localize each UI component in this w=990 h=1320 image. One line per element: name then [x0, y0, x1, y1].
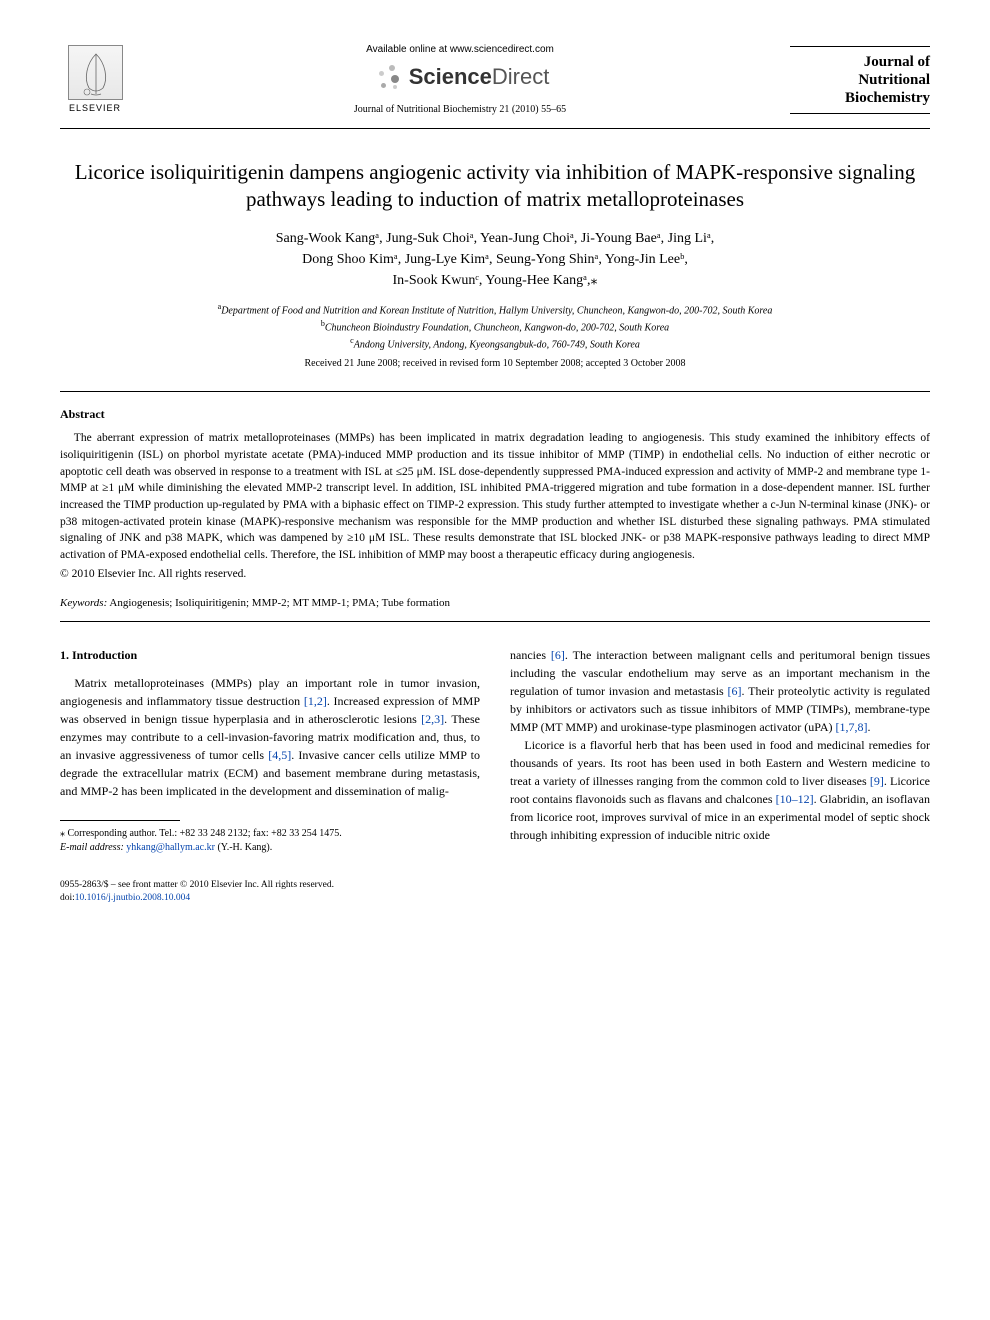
sciencedirect-block: Available online at www.sciencedirect.co… — [130, 43, 790, 117]
sciencedirect-logo: ScienceDirect — [130, 61, 790, 93]
header-row: ELSEVIER Available online at www.science… — [60, 40, 930, 120]
affiliation-b: Chuncheon Bioindustry Foundation, Chunch… — [325, 322, 669, 333]
journal-citation: Journal of Nutritional Biochemistry 21 (… — [130, 103, 790, 117]
authors-line3: In-Sook Kwunᶜ, Young-Hee Kangᵃ,⁎ — [393, 273, 598, 288]
ref-link[interactable]: [6] — [551, 648, 565, 662]
elsevier-tree-icon — [68, 45, 123, 100]
title-section: Licorice isoliquiritigenin dampens angio… — [60, 128, 930, 371]
affiliation-c: Andong University, Andong, Kyeongsangbuk… — [354, 340, 640, 351]
affiliation-a: Department of Food and Nutrition and Kor… — [221, 305, 772, 316]
affiliations: aDepartment of Food and Nutrition and Ko… — [60, 301, 930, 353]
intro-para1: Matrix metalloproteinases (MMPs) play an… — [60, 674, 480, 800]
doi-link[interactable]: 10.1016/j.jnutbio.2008.10.004 — [75, 893, 190, 903]
journal-title-box: Journal of Nutritional Biochemistry — [790, 46, 930, 114]
ref-link[interactable]: [1,2] — [304, 694, 327, 708]
keywords-label: Keywords: — [60, 597, 107, 609]
journal-title-line2: Nutritional — [790, 71, 930, 89]
rule-below-keywords — [60, 621, 930, 622]
journal-title-line3: Biochemistry — [790, 89, 930, 107]
abstract-copyright: © 2010 Elsevier Inc. All rights reserved… — [60, 566, 930, 582]
rule-above-abstract — [60, 391, 930, 392]
issn-text: 0955-2863/$ – see front matter © 2010 El… — [60, 880, 334, 890]
corresponding-footnote: ⁎ Corresponding author. Tel.: +82 33 248… — [60, 827, 480, 855]
ref-link[interactable]: [1,7,8] — [836, 720, 868, 734]
authors-line2: Dong Shoo Kimᵃ, Jung-Lye Kimᵃ, Seung-Yon… — [302, 252, 688, 267]
email-suffix: (Y.-H. Kang). — [217, 842, 272, 853]
email-label: E-mail address: — [60, 842, 124, 853]
abstract-body: The aberrant expression of matrix metall… — [60, 430, 930, 563]
ref-link[interactable]: [4,5] — [268, 748, 291, 762]
ref-link[interactable]: [10–12] — [776, 792, 814, 806]
elsevier-logo: ELSEVIER — [60, 40, 130, 120]
left-column: 1. Introduction Matrix metalloproteinase… — [60, 646, 480, 904]
sciencedirect-wordmark: ScienceDirect — [409, 62, 550, 93]
journal-title-line1: Journal of — [790, 53, 930, 71]
right-column: nancies [6]. The interaction between mal… — [510, 646, 930, 904]
intro-para2: Licorice is a flavorful herb that has be… — [510, 736, 930, 844]
keywords: Keywords: Angiogenesis; Isoliquiritigeni… — [60, 596, 930, 611]
footer-line: 0955-2863/$ – see front matter © 2010 El… — [60, 879, 480, 904]
email-link[interactable]: yhkang@hallym.ac.kr — [126, 842, 215, 853]
ref-link[interactable]: [6] — [728, 684, 742, 698]
intro-para1-continued: nancies [6]. The interaction between mal… — [510, 646, 930, 736]
ref-link[interactable]: [2,3] — [421, 712, 444, 726]
body-columns: 1. Introduction Matrix metalloproteinase… — [60, 646, 930, 904]
introduction-heading: 1. Introduction — [60, 646, 480, 664]
keywords-text: Angiogenesis; Isoliquiritigenin; MMP-2; … — [109, 597, 450, 609]
abstract-heading: Abstract — [60, 406, 930, 423]
sciencedirect-dots-icon — [371, 61, 403, 93]
authors-line1: Sang-Wook Kangᵃ, Jung-Suk Choiᵃ, Yean-Ju… — [276, 231, 715, 246]
ref-link[interactable]: [9] — [870, 774, 884, 788]
authors: Sang-Wook Kangᵃ, Jung-Suk Choiᵃ, Yean-Ju… — [60, 228, 930, 291]
article-title: Licorice isoliquiritigenin dampens angio… — [60, 159, 930, 214]
received-dates: Received 21 June 2008; received in revis… — [60, 357, 930, 371]
corresponding-text: ⁎ Corresponding author. Tel.: +82 33 248… — [60, 828, 342, 839]
doi-prefix: doi: — [60, 893, 75, 903]
available-online-text: Available online at www.sciencedirect.co… — [130, 43, 790, 57]
publisher-name: ELSEVIER — [69, 102, 121, 115]
footnote-rule — [60, 820, 180, 821]
